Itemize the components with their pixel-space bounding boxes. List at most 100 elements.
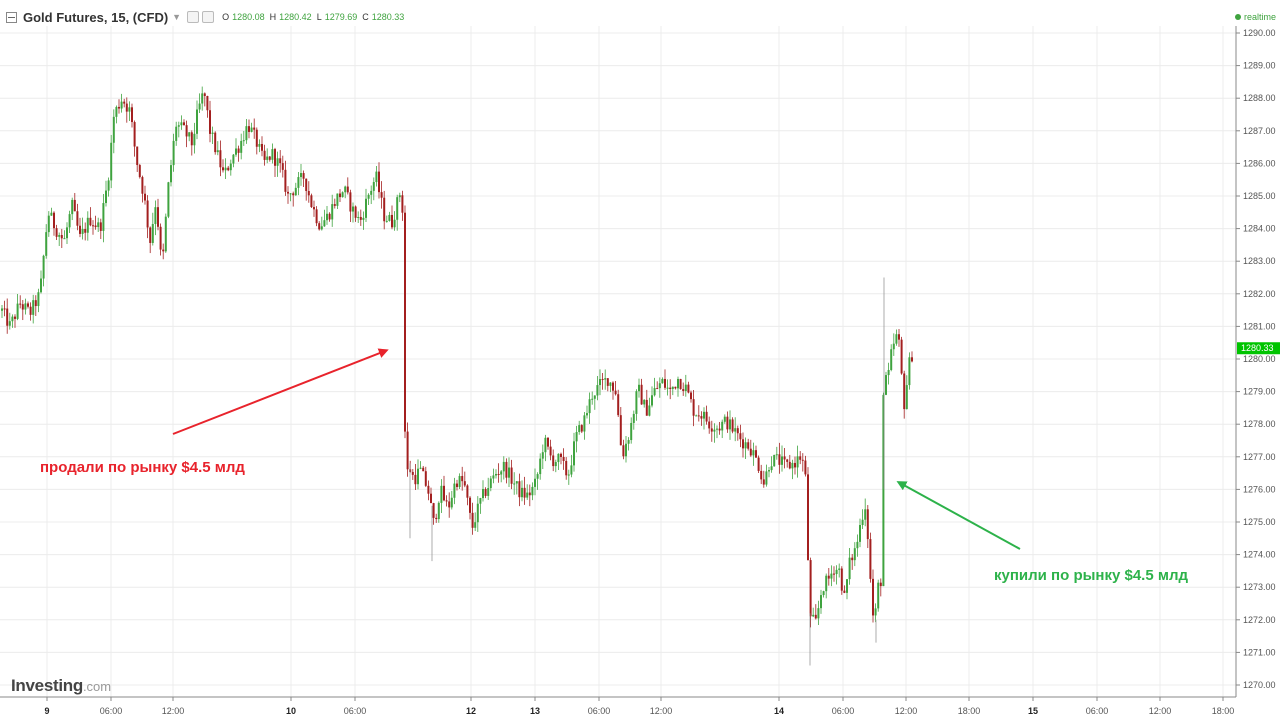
candle-body xyxy=(40,278,42,293)
buy-annotation: купили по рынку $4.5 млд xyxy=(994,567,1188,584)
candle-body xyxy=(830,573,833,579)
candle-body xyxy=(393,219,396,228)
candle-body xyxy=(619,415,622,446)
candle-body xyxy=(263,150,266,160)
candle-body xyxy=(453,483,456,498)
candle-body xyxy=(248,126,250,132)
candle-body xyxy=(502,461,505,472)
candle-body xyxy=(326,213,328,221)
candle-body xyxy=(484,489,487,496)
candle-body xyxy=(583,415,586,432)
candle-body xyxy=(422,467,425,472)
settings-icon[interactable] xyxy=(187,11,200,23)
candle-body xyxy=(331,204,334,220)
candle-body xyxy=(450,497,453,508)
candle-body xyxy=(762,479,765,485)
investing-logo: Investing .com xyxy=(11,676,111,696)
candle-body xyxy=(131,107,133,123)
candle-body xyxy=(89,217,92,226)
candle-body xyxy=(175,126,178,141)
candle-body xyxy=(333,204,336,206)
candle-body xyxy=(110,142,113,181)
candle-body xyxy=(833,573,835,575)
candle-body xyxy=(209,110,211,134)
candle-body xyxy=(198,103,201,110)
candle-body xyxy=(341,192,344,198)
candle-body xyxy=(276,158,279,166)
candle-body xyxy=(443,485,445,501)
candle-body xyxy=(284,169,287,192)
y-tick-label: 1275.00 xyxy=(1243,517,1276,527)
candle-body xyxy=(339,193,341,198)
candle-body xyxy=(362,217,365,220)
candle-body xyxy=(521,487,523,498)
chevron-down-icon[interactable]: ▼ xyxy=(172,12,182,22)
x-tick-label: 18:00 xyxy=(1212,706,1235,716)
ohlc-high: H 1280.42 xyxy=(269,12,312,22)
candle-body xyxy=(419,467,422,469)
candle-body xyxy=(107,180,110,191)
candle-body xyxy=(97,222,100,228)
candle-body xyxy=(344,186,347,193)
ohlc-close: C 1280.33 xyxy=(362,12,405,22)
candle-body xyxy=(50,212,53,216)
candle-body xyxy=(411,471,414,475)
symbol-title[interactable]: Gold Futures, 15, (CFD) xyxy=(23,9,169,25)
candle-body xyxy=(549,446,552,456)
candle-body xyxy=(378,171,380,193)
candle-body xyxy=(742,439,744,449)
y-tick-label: 1274.00 xyxy=(1243,550,1276,560)
sell-annotation: продали по рынку $4.5 млд xyxy=(40,459,245,476)
candle-body xyxy=(346,186,349,193)
candle-body xyxy=(575,432,578,442)
candle-body xyxy=(866,509,869,540)
candle-body xyxy=(479,498,482,504)
candle-body xyxy=(240,140,243,153)
collapse-icon[interactable] xyxy=(6,11,17,23)
candle-body xyxy=(775,454,778,456)
candle-body xyxy=(666,387,669,389)
candle-body xyxy=(253,127,256,130)
candle-body xyxy=(328,213,331,220)
candle-body xyxy=(29,306,32,315)
candle-body xyxy=(853,548,856,561)
candle-body xyxy=(664,378,666,388)
candle-body xyxy=(112,116,115,143)
compare-icon[interactable] xyxy=(202,11,215,23)
candle-body xyxy=(367,194,370,199)
candle-body xyxy=(162,249,165,252)
candle-body xyxy=(42,255,45,279)
candle-body xyxy=(401,195,404,213)
candle-body xyxy=(120,101,123,109)
candle-body xyxy=(307,191,310,196)
candle-body xyxy=(632,413,635,423)
candle-body xyxy=(229,163,232,171)
candle-body xyxy=(859,525,861,542)
candle-body xyxy=(125,103,128,112)
candle-body xyxy=(237,148,240,153)
candle-body xyxy=(864,509,867,520)
candle-body xyxy=(271,149,274,160)
candle-body xyxy=(170,165,172,183)
candle-body xyxy=(466,485,469,498)
candle-body xyxy=(427,485,430,494)
candle-body xyxy=(749,448,752,456)
candle-body xyxy=(825,575,828,592)
y-tick-label: 1280.00 xyxy=(1243,354,1276,364)
candle-body xyxy=(848,557,851,580)
candle-body xyxy=(201,93,204,104)
candle-body xyxy=(24,303,27,310)
candle-body xyxy=(250,127,253,132)
x-tick-label: 06:00 xyxy=(344,706,367,716)
x-tick-label: 14 xyxy=(774,706,784,716)
y-tick-label: 1281.00 xyxy=(1243,321,1276,331)
candle-body xyxy=(313,207,315,210)
candle-body xyxy=(588,399,591,414)
candle-body xyxy=(266,156,269,160)
candle-body xyxy=(596,385,599,396)
candle-body xyxy=(773,454,776,467)
candle-body xyxy=(734,428,737,432)
candle-body xyxy=(755,450,757,458)
candle-body xyxy=(567,474,570,476)
